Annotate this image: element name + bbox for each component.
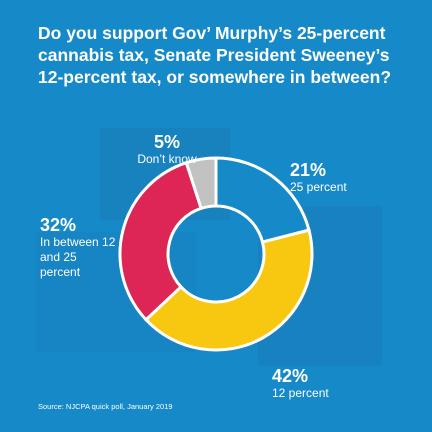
- label-in-between: 32% In between 12 and 25 percent: [40, 215, 120, 280]
- label-in-between-text: In between 12 and 25 percent: [40, 235, 116, 279]
- slice-in-between: [118, 160, 204, 322]
- slice-25-percent: [214, 156, 311, 244]
- label-25-percent-text: 25 percent: [290, 180, 347, 194]
- slice-dont-know: [184, 156, 218, 211]
- label-dont-know: 5% Don’t know: [124, 132, 210, 167]
- label-12-percent-value: 42%: [272, 366, 309, 386]
- label-dont-know-text: Don’t know: [137, 152, 197, 166]
- source-note: Source: NJCPA quick poll, January 2019: [38, 402, 173, 411]
- label-12-percent: 42% 12 percent: [272, 366, 372, 401]
- chart-title: Do you support Gov’ Murphy’s 25-percent …: [38, 23, 392, 87]
- label-25-percent-value: 21%: [290, 160, 327, 180]
- slice-12-percent: [143, 228, 314, 352]
- label-12-percent-text: 12 percent: [272, 386, 329, 400]
- label-dont-know-percent: 5%: [153, 132, 180, 152]
- label-25-percent: 21% 25 percent: [290, 160, 390, 195]
- label-in-between-value: 32%: [40, 215, 77, 235]
